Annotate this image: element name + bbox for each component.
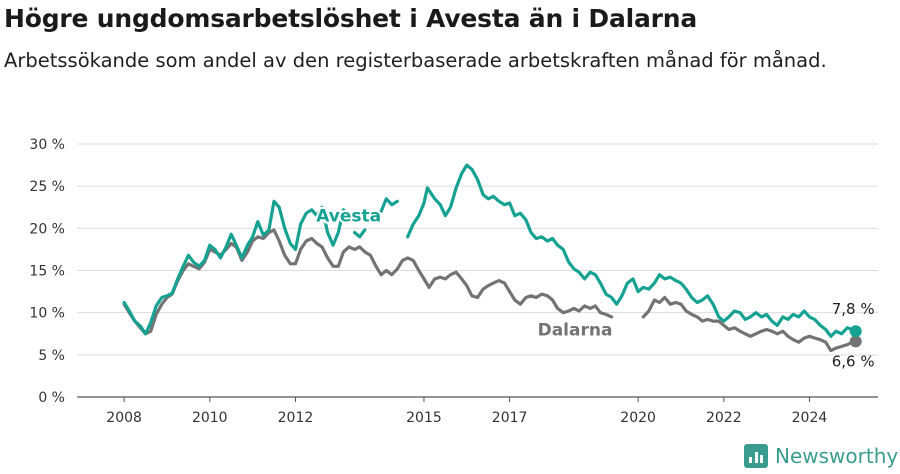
series-label-avesta: Avesta — [316, 207, 381, 227]
y-tick-label: 30 % — [29, 137, 65, 153]
end-point-dalarna — [849, 335, 862, 348]
y-tick-label: 15 % — [29, 264, 65, 280]
end-value-label-avesta: 7,8 % — [832, 300, 875, 318]
series-lines — [122, 163, 862, 353]
x-tick-label: 2008 — [106, 410, 142, 426]
x-tick-label: 2022 — [706, 410, 742, 426]
y-tick-label: 5 % — [38, 348, 65, 364]
x-tick-label: 2012 — [278, 410, 314, 426]
y-tick-label: 0 % — [38, 390, 65, 406]
y-axis-ticks: 0 % 5 % 10 % 15 % 20 % 25 % 30 % — [29, 137, 65, 406]
chart-title: Högre ungdomsarbetslöshet i Avesta än i … — [4, 4, 698, 33]
series-line-avesta — [406, 163, 858, 338]
series-line-avesta — [353, 228, 367, 239]
newsworthy-logo: Newsworthy — [744, 441, 898, 471]
series-labels: Avesta Dalarna 7,8 % 6,6 % — [314, 205, 875, 371]
brand-name: Newsworthy — [775, 444, 899, 468]
bar-chart-icon — [744, 444, 768, 468]
end-point-avesta — [849, 325, 862, 338]
gridlines — [77, 143, 878, 356]
series-label-dalarna: Dalarna — [538, 320, 613, 340]
end-value-label-dalarna: 6,6 % — [832, 352, 875, 370]
y-tick-label: 10 % — [29, 306, 65, 322]
series-line-dalarna — [122, 228, 614, 336]
x-tick-label: 2015 — [406, 410, 442, 426]
x-axis: 2008 2010 2012 2015 2017 2020 2022 2024 — [77, 396, 878, 426]
y-tick-label: 20 % — [29, 221, 65, 237]
x-tick-label: 2024 — [792, 410, 828, 426]
series-line-dalarna — [641, 295, 858, 353]
x-tick-label: 2017 — [492, 410, 528, 426]
series-line-avesta — [122, 199, 351, 336]
chart-subtitle: Arbetssökande som andel av den registerb… — [4, 49, 827, 72]
x-tick-label: 2020 — [620, 410, 656, 426]
series-line-avesta — [379, 197, 399, 214]
x-tick-label: 2010 — [192, 410, 228, 426]
y-tick-label: 25 % — [29, 179, 65, 195]
